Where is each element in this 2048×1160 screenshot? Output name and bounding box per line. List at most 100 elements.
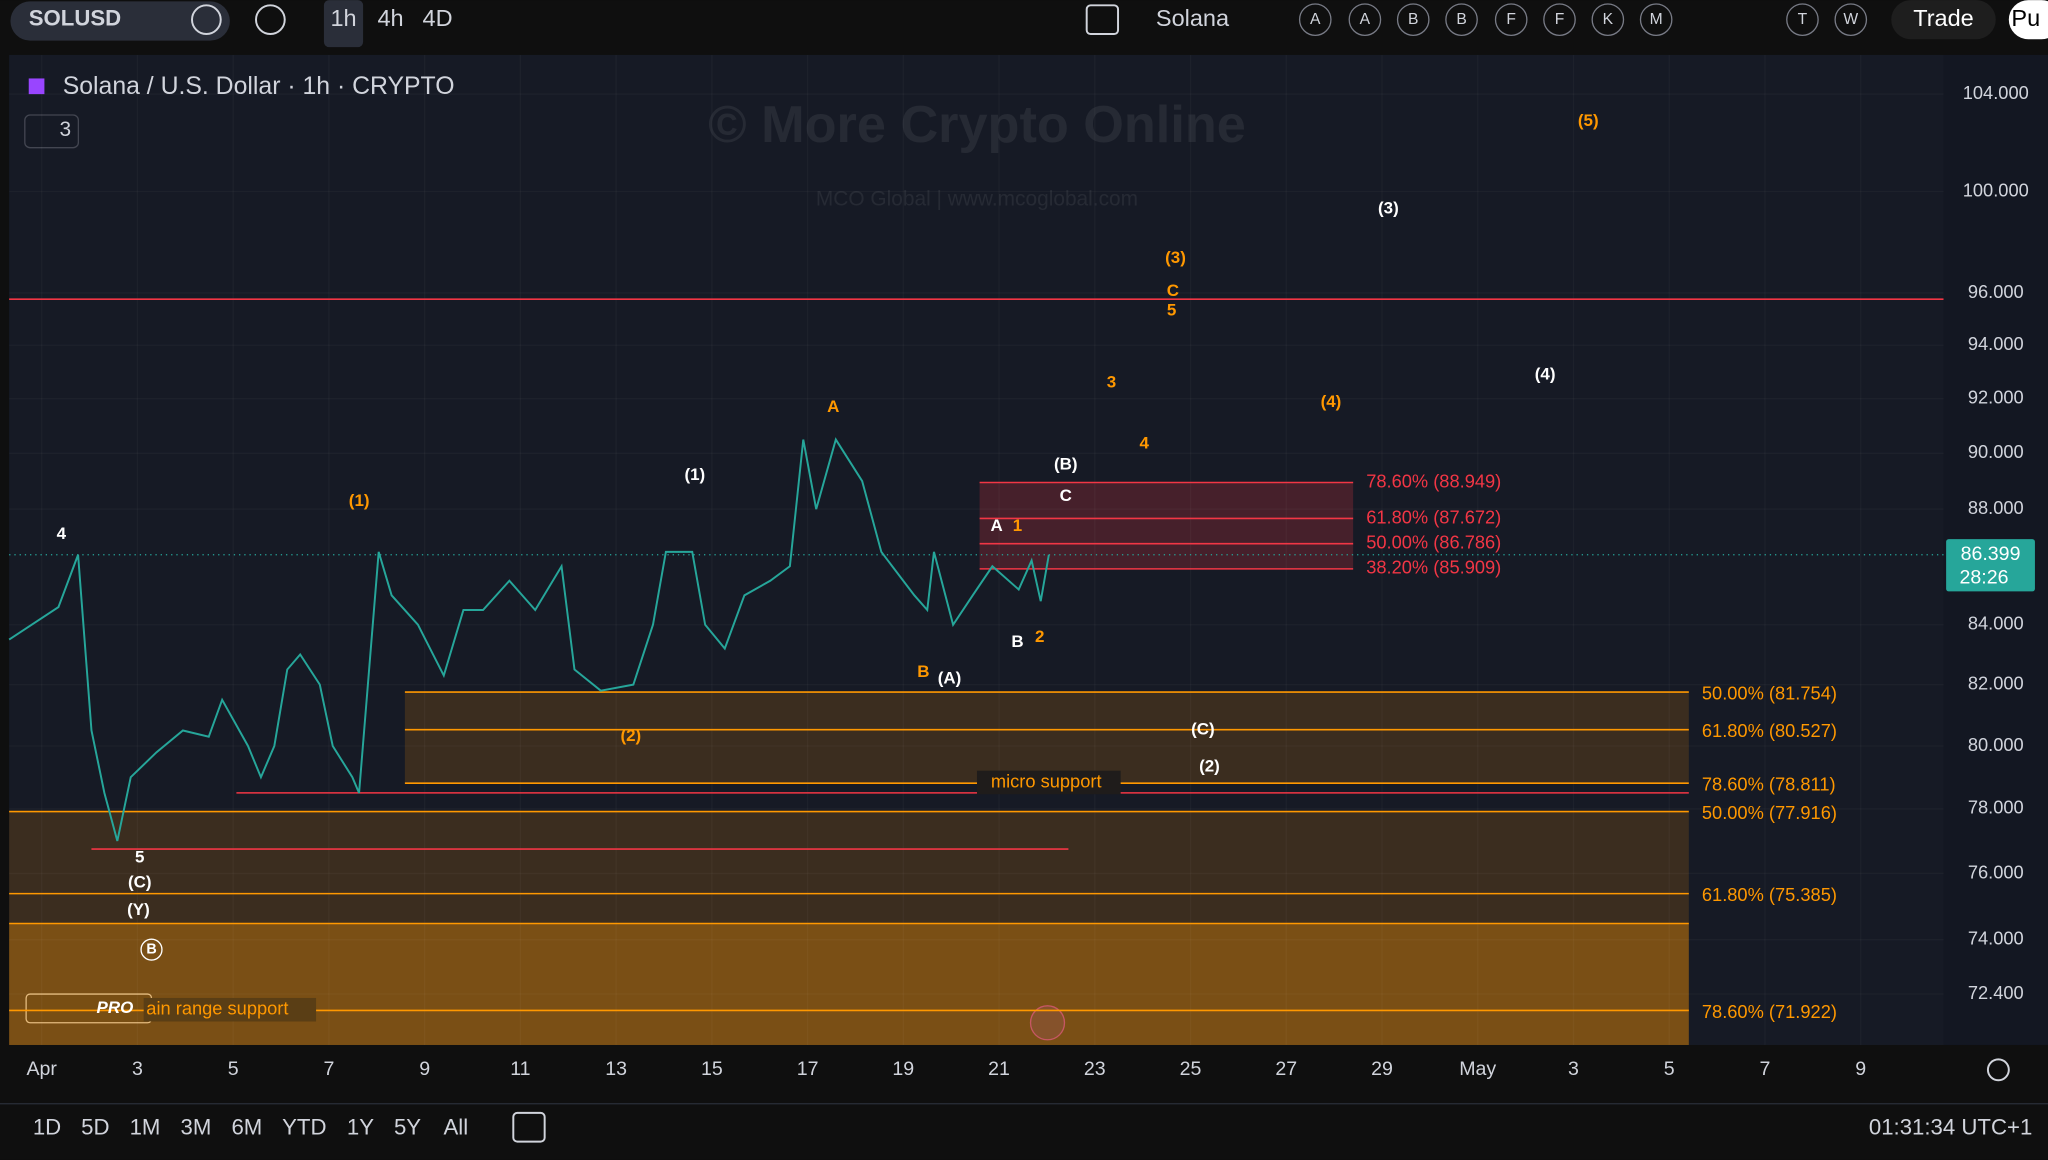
add-symbol-button[interactable] [255, 4, 286, 36]
script-button[interactable] [1639, 3, 1673, 36]
last-price-box [1946, 539, 2035, 592]
interval-button: 1h [330, 5, 356, 31]
script-button[interactable] [1786, 3, 1819, 36]
wave-label: (B) [1054, 455, 1078, 474]
wave-label: (3) [1378, 199, 1399, 218]
x-tick-label: 5 [228, 1058, 239, 1080]
y-tick-label: 88.000 [1968, 497, 2024, 518]
alert-icon[interactable] [191, 4, 222, 36]
trade-button[interactable] [1891, 0, 1996, 40]
script-button-label: M [1650, 11, 1663, 28]
wave-label: C [1060, 486, 1072, 505]
range-button: 6M [231, 1114, 262, 1139]
support-zone [9, 923, 1689, 1045]
x-tick-label: 9 [419, 1058, 430, 1080]
interval-button: 4D [423, 5, 453, 31]
y-tick-label: 84.000 [1968, 613, 2024, 634]
wave-label: 5 [1167, 300, 1176, 319]
symbol-search[interactable] [10, 1, 230, 41]
script-button[interactable] [1396, 3, 1430, 36]
x-tick-label: 7 [323, 1058, 334, 1080]
y-tick-label: 104.000 [1963, 82, 2029, 103]
fib-label: 38.20% (85.909) [1366, 557, 1501, 578]
script-button-label: A [1310, 11, 1321, 28]
script-button[interactable] [1591, 3, 1625, 36]
settings-icon[interactable] [1986, 1058, 2010, 1082]
publish-button[interactable] [2008, 0, 2048, 40]
range-button: 5Y [394, 1114, 421, 1139]
layout-button[interactable] [1085, 4, 1120, 36]
script-button[interactable] [1348, 3, 1382, 36]
interval-active [323, 0, 364, 48]
script-button[interactable] [1298, 3, 1332, 36]
wave-label: (2) [620, 726, 641, 745]
x-tick-label: 7 [1760, 1058, 1771, 1080]
script-button[interactable] [1834, 3, 1868, 36]
wave-label: B [917, 662, 929, 681]
support-label: ain range support [146, 998, 288, 1019]
wave-label: (C) [128, 873, 152, 892]
wave-label: (C) [1191, 720, 1215, 739]
range-button: 1Y [347, 1114, 374, 1139]
x-tick-label: 9 [1855, 1058, 1866, 1080]
wave-label: (1) [684, 465, 705, 484]
x-tick-label: May [1459, 1058, 1496, 1080]
y-tick-label: 74.000 [1968, 928, 2024, 949]
script-button-label: B [1408, 11, 1418, 28]
y-tick-label: 76.000 [1968, 861, 2024, 882]
script-button-label: K [1603, 11, 1614, 28]
watermark-sub: MCO Global | www.mcoglobal.com [816, 187, 1138, 210]
fib-label: 61.80% (80.527) [1702, 720, 1837, 741]
legend: Solana / U.S. Dollar · 1h · CRYPTO [63, 73, 455, 100]
x-tick-label: 23 [1084, 1058, 1106, 1080]
fib-label: 61.80% (87.672) [1366, 506, 1501, 527]
fib-label: 61.80% (75.385) [1702, 884, 1837, 905]
clock: 01:31:34 UTC+1 [1869, 1114, 2032, 1139]
y-tick-label: 82.000 [1968, 672, 2024, 693]
range-button: 1D [33, 1114, 61, 1139]
fib-label: 50.00% (77.916) [1702, 802, 1837, 823]
event-icon[interactable] [1029, 1005, 1066, 1041]
script-button[interactable] [1445, 3, 1478, 36]
annotation-circle [140, 938, 163, 961]
wave-label: (4) [1535, 364, 1556, 383]
fib-label: 78.60% (78.811) [1702, 774, 1836, 795]
script-button[interactable] [1494, 3, 1528, 36]
indicator-count: 3 [59, 118, 71, 141]
wave-label: (4) [1321, 392, 1342, 411]
script-button[interactable] [1543, 3, 1576, 36]
y-tick-label: 90.000 [1968, 441, 2024, 462]
range-button: YTD [282, 1114, 326, 1139]
wave-label: 5 [135, 848, 144, 867]
wave-label: (3) [1165, 248, 1186, 267]
indicator-toggle[interactable] [24, 114, 80, 149]
x-tick-label: 29 [1371, 1058, 1393, 1080]
x-tick-label: 5 [1664, 1058, 1675, 1080]
x-tick-label: 3 [1568, 1058, 1579, 1080]
y-tick-label: 80.000 [1968, 734, 2024, 755]
wave-label: 4 [57, 524, 67, 543]
wave-label: 3 [1107, 372, 1116, 391]
watermark: © More Crypto Online [708, 96, 1246, 154]
resistance-zone [979, 482, 1354, 569]
x-tick-label: Apr [26, 1058, 57, 1080]
range-button: 3M [181, 1114, 212, 1139]
price-line [8, 437, 1050, 842]
countdown: 28:26 [1960, 566, 2009, 588]
x-tick-label: 11 [510, 1058, 530, 1080]
symbol-icon [28, 78, 45, 95]
y-tick-label: 78.000 [1968, 797, 2024, 818]
date-range-icon[interactable] [512, 1111, 546, 1143]
y-tick-label: 100.000 [1963, 179, 2029, 200]
script-button-label: W [1843, 11, 1858, 28]
logo: PRO [97, 998, 134, 1017]
range-button: All [444, 1114, 469, 1139]
x-tick-label: 17 [797, 1058, 819, 1080]
interval-button: 4h [377, 5, 403, 31]
fib-label: 50.00% (81.754) [1702, 683, 1837, 704]
script-button-label: A [1360, 11, 1371, 28]
fib-label: 78.60% (88.949) [1366, 470, 1501, 491]
support-zone [404, 692, 1689, 784]
